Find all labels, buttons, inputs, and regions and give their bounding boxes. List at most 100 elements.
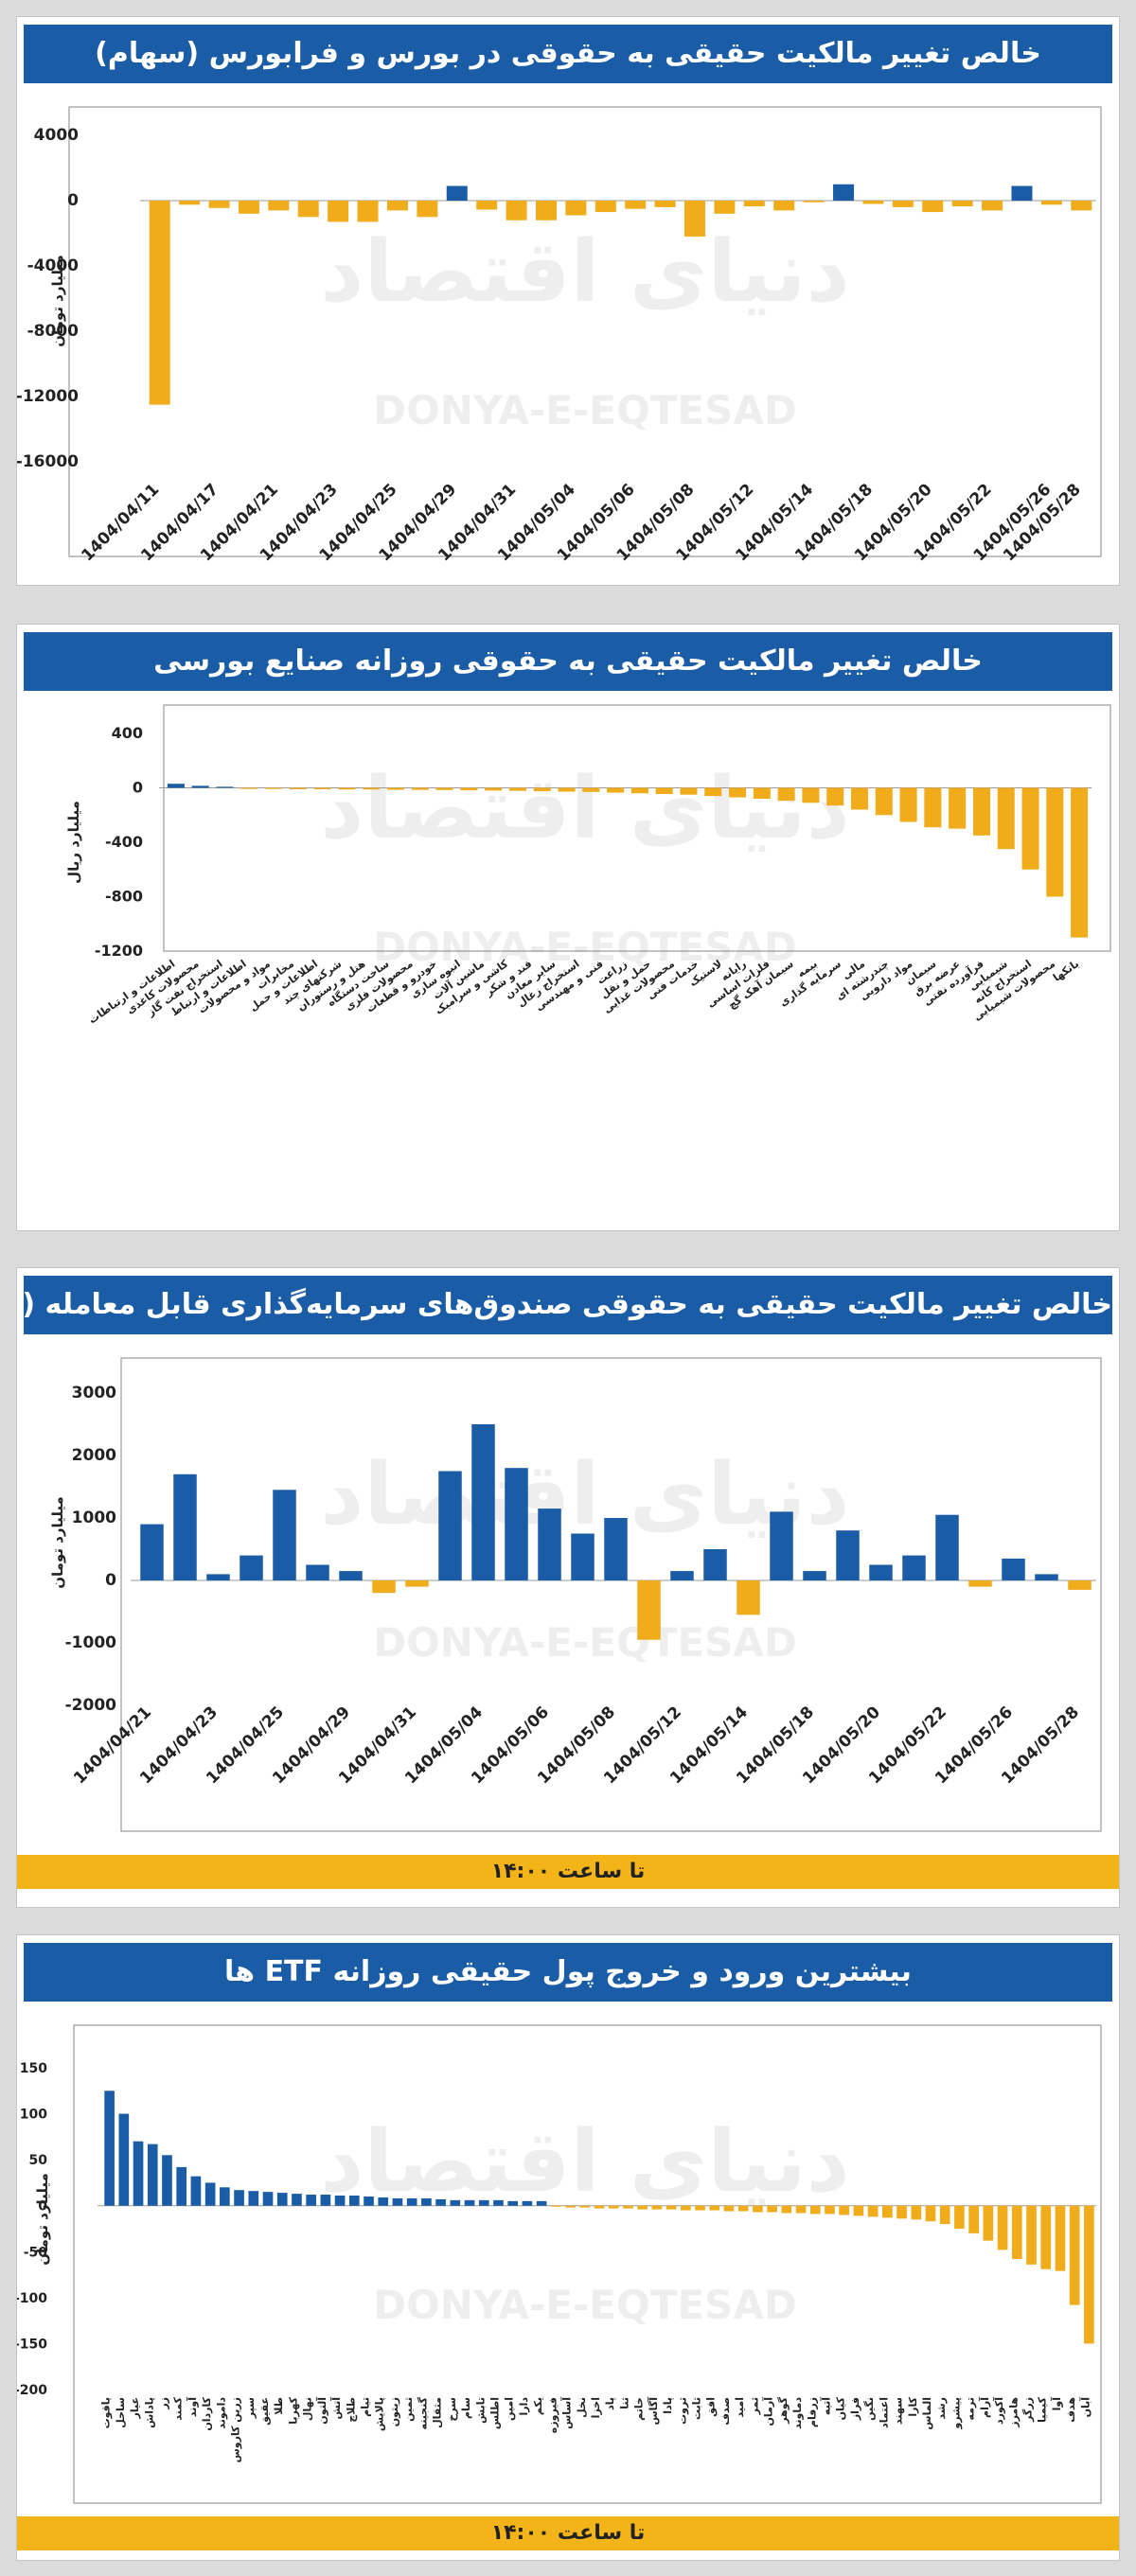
watermark-text: DONYA-E-EQTESAD [373,924,797,970]
bar [1046,787,1064,897]
x-tick-label: کهربا [287,2396,299,2424]
bar [680,787,698,795]
bar [709,2205,720,2211]
x-tick-label: آگاس [647,2397,660,2426]
bar [625,201,647,209]
x-tick-label: پیشرو [950,2397,962,2430]
bar [485,787,503,791]
bar [535,201,557,221]
y-tick-label: 1000 [72,1509,116,1527]
bar [925,2205,936,2222]
x-tick-label: امین [504,2397,516,2421]
bar [506,201,527,221]
y-tick-label: -12000 [17,387,79,406]
bar [582,787,600,792]
y-tick-label: -2000 [65,1696,117,1715]
bar [825,2205,835,2214]
bar [216,786,234,788]
bar [248,2191,259,2206]
watermark-logo: دنیای اقتصاد [320,222,850,322]
x-tick-label: ثروت [676,2397,688,2425]
bar [392,2197,403,2206]
bar [438,1471,462,1580]
bar [464,2199,475,2206]
bar [450,2199,461,2206]
bar [680,2205,691,2211]
bar [522,2200,533,2206]
x-tick-label: عیار [129,2397,141,2419]
x-tick-label: دماوند [791,2397,804,2429]
watermark-text: DONYA-E-EQTESAD [373,387,797,433]
watermark: دنیای اقتصاد DONYA-E-EQTESAD [320,222,850,433]
bar [949,787,967,829]
bar [533,787,551,792]
bar [1011,2205,1022,2260]
chart-footer: تا ساعت ۱۴:۰۰ [17,2516,1119,2550]
bar [743,201,765,207]
bar [836,1530,860,1580]
bar [565,201,587,216]
x-tick-label: ثابت [691,2397,703,2420]
x-tick-label: هامرز [1007,2397,1020,2428]
bar [983,2205,994,2241]
bar [666,2205,677,2210]
bar [364,2197,374,2206]
bar [935,1514,959,1580]
x-tick-label: فراز [849,2397,861,2421]
bar [571,1533,595,1580]
bar [208,201,230,208]
bar [1026,2205,1037,2265]
x-tick-label: ثنا [618,2397,630,2409]
x-tick-label: آوا [1050,2397,1063,2411]
x-tick-label: آوند [186,2397,199,2417]
chart-footer: تا ساعت ۱۴:۰۰ [17,1855,1119,1889]
x-tick-label: نخل [576,2397,588,2418]
bar [695,2205,705,2211]
bar [306,1564,329,1580]
bar [968,2205,979,2233]
watermark-logo: دنیای اقتصاد [320,1445,850,1544]
chart-panel-4: بیشترین ورود و خروج پول حقیقی روزانه ETF… [17,1935,1119,2560]
x-tick-label: مثقال [432,2397,444,2428]
bar-chart-3: دنیای اقتصاد DONYA-E-EQTESAD 3000 2000 1000 0… [49,1357,1102,1832]
x-tick-label: آکورد [992,2397,1005,2425]
bar [149,201,170,405]
bar [781,2205,792,2214]
bar [1055,2205,1066,2271]
bar [684,201,706,237]
bar [240,1555,263,1580]
bar [565,2205,576,2208]
x-tick-label: افق [705,2397,718,2417]
y-tick-label: -400 [105,833,143,851]
bar-chart-1: دنیای اقتصاد DONYA-E-EQTESAD 4000 0 -4000 -80… [17,106,1102,565]
x-tick-label: سرخ [446,2397,458,2422]
bar [833,184,855,201]
x-tick-label: آرام [978,2397,991,2418]
y-tick-label: 150 [20,2061,47,2076]
bar [421,2197,432,2206]
bar [435,2198,446,2206]
x-tick-label: گوهر [777,2396,790,2424]
bar [1084,2205,1094,2344]
x-tick-label: زرگر [1022,2397,1035,2423]
bar [357,201,379,222]
bar [869,1564,893,1580]
bar [313,787,331,789]
watermark-logo: دنیای اقتصاد [320,2112,850,2212]
y-tick-label: -50 [24,2245,48,2260]
bar [777,787,795,802]
chart-title: خالص تغییر مالکیت حقیقی به حقوقی روزانه … [24,632,1112,691]
bar [608,2205,619,2209]
bar [862,201,884,204]
bar [262,2192,274,2206]
x-tick-label: طلاچ [345,2397,358,2423]
bar [234,2190,244,2206]
bar [320,2195,331,2206]
bar [579,2205,591,2208]
y-tick-label: 4000 [34,126,79,145]
bar [1040,201,1062,205]
bar [839,2205,850,2215]
y-tick-label: -8000 [27,322,80,341]
bar-chart-2: دنیای اقتصاد DONYA-E-EQTESAD 400 0 -400 -800 -… [65,704,1111,1026]
bar [773,201,795,211]
